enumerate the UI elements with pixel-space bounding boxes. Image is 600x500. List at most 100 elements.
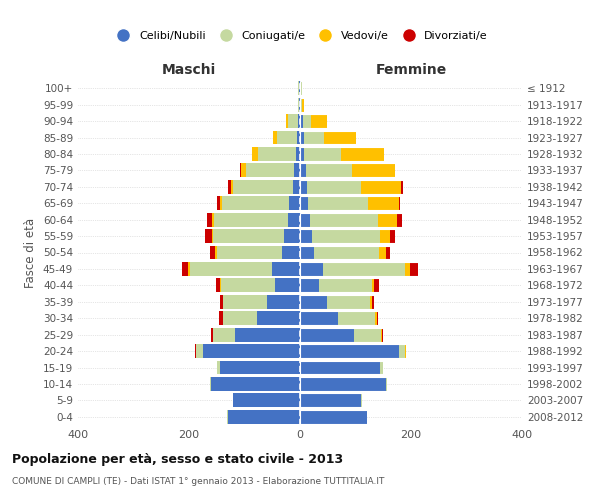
Bar <box>299 98 300 112</box>
Bar <box>300 114 326 128</box>
Bar <box>300 81 301 95</box>
Bar <box>196 344 300 358</box>
Bar <box>300 344 406 358</box>
Bar <box>300 130 356 144</box>
Bar <box>300 229 395 243</box>
Bar <box>300 344 406 358</box>
Bar <box>214 212 300 226</box>
Bar <box>300 410 367 424</box>
Bar <box>300 130 600 144</box>
Bar <box>289 196 300 210</box>
Bar <box>300 377 387 391</box>
Bar <box>210 377 300 391</box>
Bar <box>300 394 362 407</box>
Bar <box>252 147 300 161</box>
Bar <box>300 147 384 161</box>
Bar <box>300 212 310 226</box>
Bar <box>266 295 300 309</box>
Bar <box>300 114 311 128</box>
Bar <box>300 130 304 144</box>
Bar <box>227 410 300 424</box>
Bar <box>295 164 300 177</box>
Bar <box>300 81 302 95</box>
Bar <box>228 180 300 194</box>
Bar <box>233 180 300 194</box>
Bar <box>300 81 600 95</box>
Bar <box>300 114 303 128</box>
Bar <box>300 196 308 210</box>
Bar <box>220 360 300 374</box>
Bar <box>223 311 300 325</box>
Bar <box>300 311 378 325</box>
Bar <box>227 410 300 424</box>
Bar <box>211 328 300 342</box>
Bar <box>223 295 300 309</box>
Bar <box>300 295 374 309</box>
Bar <box>217 196 300 210</box>
Bar <box>239 164 300 177</box>
Bar <box>300 164 395 177</box>
Bar <box>300 180 361 194</box>
Text: Popolazione per età, sesso e stato civile - 2013: Popolazione per età, sesso e stato civil… <box>12 452 343 466</box>
Bar <box>300 311 377 325</box>
Bar <box>300 344 600 358</box>
Bar <box>300 410 367 424</box>
Bar <box>273 130 300 144</box>
Bar <box>300 98 600 112</box>
Bar <box>300 246 379 260</box>
Bar <box>215 246 300 260</box>
Bar <box>300 344 406 358</box>
Text: Maschi: Maschi <box>162 62 216 76</box>
Bar <box>245 164 300 177</box>
Bar <box>209 246 300 260</box>
Bar <box>300 246 386 260</box>
Bar <box>196 344 300 358</box>
Bar <box>299 81 300 95</box>
Bar <box>208 212 300 226</box>
Y-axis label: Fasce di età: Fasce di età <box>25 218 37 288</box>
Bar <box>286 114 300 128</box>
Bar <box>223 196 300 210</box>
Bar <box>300 212 600 226</box>
Bar <box>217 360 300 374</box>
Bar <box>215 278 300 292</box>
Bar <box>300 311 600 325</box>
Bar <box>300 295 371 309</box>
Bar <box>300 360 383 374</box>
Bar <box>300 229 312 243</box>
Bar <box>300 278 372 292</box>
Bar <box>230 180 300 194</box>
Bar <box>300 130 356 144</box>
Bar <box>217 360 300 374</box>
Bar <box>300 262 406 276</box>
Bar <box>298 81 300 95</box>
Bar <box>300 410 367 424</box>
Bar <box>217 360 300 374</box>
Bar <box>298 81 300 95</box>
Bar <box>300 196 399 210</box>
Bar <box>300 246 314 260</box>
Bar <box>300 394 362 407</box>
Bar <box>190 262 300 276</box>
Bar <box>182 262 300 276</box>
Bar <box>300 410 600 424</box>
Bar <box>205 229 300 243</box>
Bar <box>300 98 301 112</box>
Bar <box>300 98 302 112</box>
Bar <box>300 212 401 226</box>
Bar <box>220 196 300 210</box>
Bar <box>220 295 300 309</box>
Bar <box>210 377 300 391</box>
Bar <box>241 164 300 177</box>
Bar <box>300 262 410 276</box>
Bar <box>300 278 379 292</box>
Bar <box>300 377 386 391</box>
Bar <box>300 81 302 95</box>
Bar <box>300 164 395 177</box>
Bar <box>300 180 403 194</box>
Bar <box>300 262 600 276</box>
Bar <box>300 147 384 161</box>
Bar <box>300 180 307 194</box>
Bar <box>296 147 300 161</box>
Bar <box>188 262 300 276</box>
